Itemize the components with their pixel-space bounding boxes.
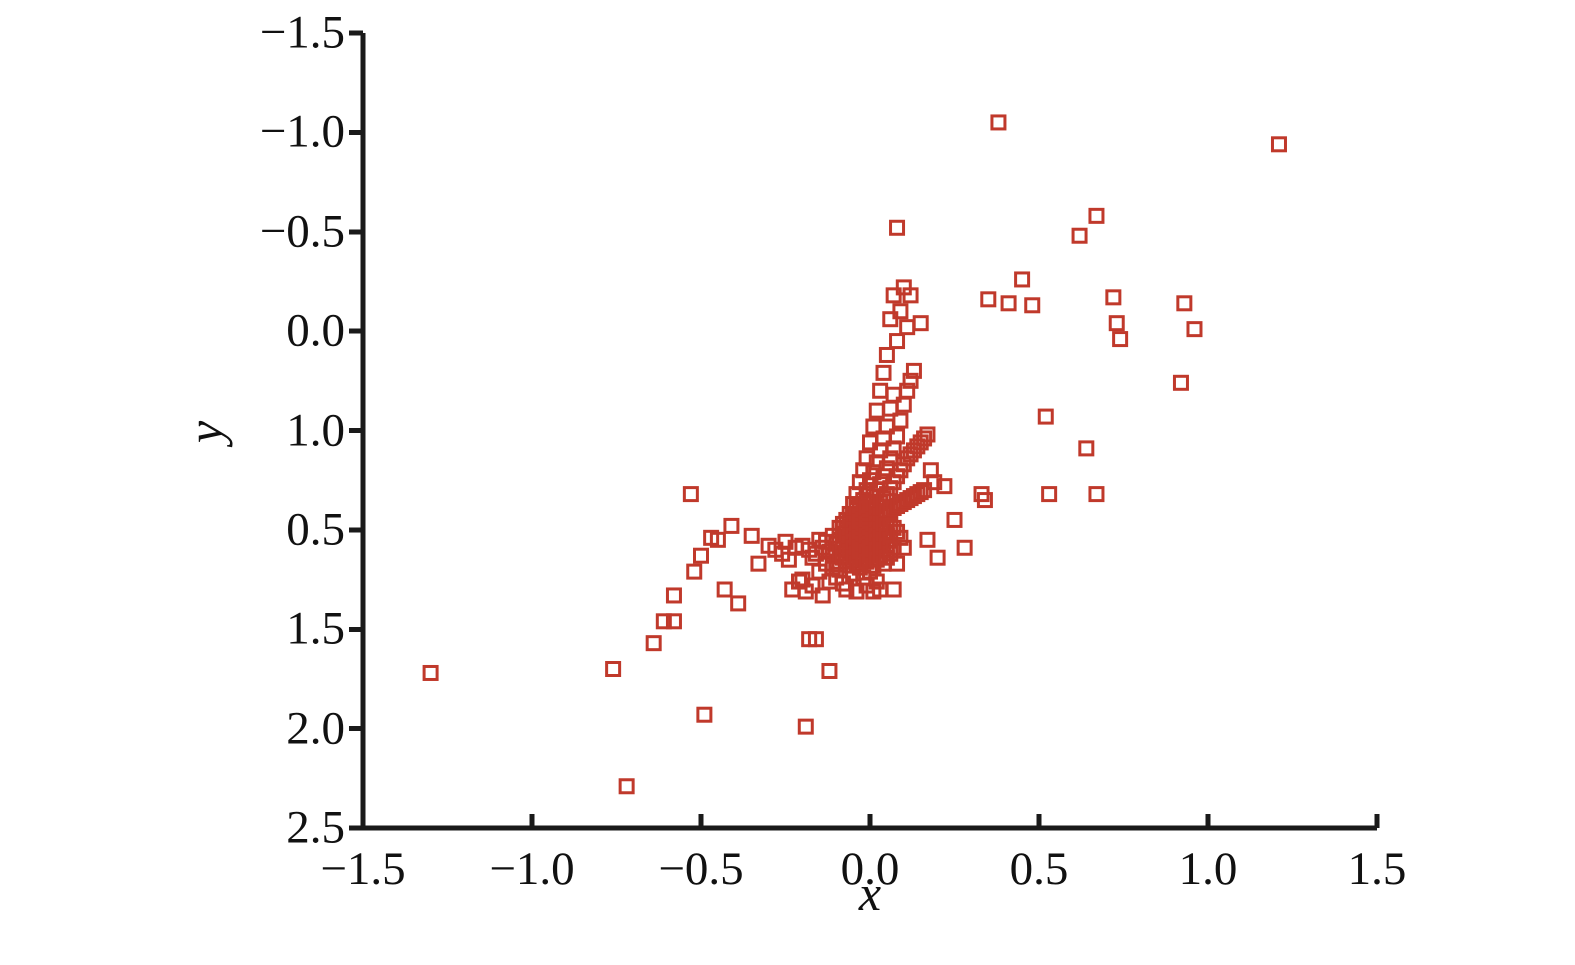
data-point-marker [1112, 331, 1129, 348]
data-point-marker [875, 364, 892, 381]
x-tick-label: 1.0 [1178, 843, 1238, 895]
data-point-marker [645, 635, 662, 652]
data-point-marker [919, 531, 936, 548]
data-point-marker [905, 362, 922, 379]
data-point-marker [693, 547, 709, 564]
data-point-marker [838, 581, 855, 598]
x-tick-label: −0.5 [658, 843, 744, 895]
data-point-marker [926, 474, 943, 491]
data-point-marker [872, 382, 889, 399]
data-point-marker [916, 430, 933, 447]
data-point-marker [889, 333, 906, 350]
data-point-marker [1172, 374, 1189, 391]
data-point-marker [889, 428, 906, 445]
data-point-marker [912, 484, 929, 501]
axis-lines [349, 30, 1380, 831]
data-point-marker [665, 613, 682, 630]
x-tick-label: −1.0 [489, 843, 575, 895]
y-axis-tick-labels: −1.5 −1.0 −0.5 0.0 1.0 0.5 1.5 2.0 2.5 [0, 0, 345, 965]
data-point-marker [892, 412, 909, 429]
data-point-marker [878, 346, 895, 363]
data-point-marker [895, 539, 912, 556]
data-point-marker [899, 382, 916, 399]
data-point-marker [889, 555, 906, 572]
x-axis-title: x [858, 865, 882, 921]
data-point-marker [902, 372, 919, 389]
data-point-marker [730, 595, 747, 612]
y-tick-label: 1.5 [286, 602, 345, 655]
data-point-marker [1037, 408, 1054, 425]
data-point-marker [1078, 440, 1095, 457]
data-point-marker [1071, 227, 1088, 244]
data-point-marker [655, 613, 672, 630]
data-point-marker [1000, 295, 1017, 312]
data-point-marker [682, 486, 699, 503]
data-point-marker [912, 315, 929, 332]
series-observations [422, 114, 1287, 795]
data-point-marker [1186, 321, 1203, 338]
y-tick-label: −1.5 [259, 6, 345, 59]
data-point-marker [902, 287, 919, 304]
data-point-marker [946, 511, 963, 528]
y-tick-label: 2.0 [286, 702, 345, 755]
plot-area [349, 30, 1380, 831]
data-point-marker [936, 478, 953, 495]
data-point-marker [990, 114, 1007, 131]
data-point-marker [422, 664, 439, 681]
data-point-marker [892, 303, 909, 320]
data-point-marker [885, 581, 902, 598]
data-point-marker [750, 555, 767, 572]
data-point-marker [618, 778, 635, 795]
y-axis-title: y [177, 420, 233, 444]
data-point-marker [716, 581, 733, 598]
y-tick-label: 0.0 [286, 304, 345, 357]
data-point-marker [1176, 295, 1193, 312]
data-point-marker [723, 517, 740, 534]
data-point-marker [1024, 297, 1041, 314]
data-point-marker [892, 529, 909, 546]
data-point-marker [1014, 271, 1031, 288]
y-tick-label: −0.5 [259, 205, 345, 258]
x-tick-label: 0.0 [840, 843, 900, 895]
data-point-marker [976, 492, 993, 509]
y-tick-label: 2.5 [286, 801, 345, 854]
y-tick-label: 1.0 [286, 404, 345, 456]
data-point-marker [980, 291, 997, 308]
x-tick-label: 1.5 [1347, 843, 1407, 895]
data-point-marker [899, 319, 916, 336]
data-point-marker [1270, 136, 1287, 153]
data-point-marker [686, 563, 703, 580]
data-point-marker [956, 539, 973, 556]
y-tick-label: −1.0 [259, 105, 345, 158]
data-point-marker [1088, 207, 1105, 224]
data-point-marker [889, 219, 906, 236]
data-point-marker [709, 531, 726, 548]
data-point-marker [807, 631, 824, 648]
data-point-marker [1108, 315, 1125, 332]
data-point-marker [605, 661, 622, 677]
data-point-marker [1088, 486, 1105, 503]
data-point-marker [743, 527, 760, 544]
x-tick-label: −1.5 [320, 843, 406, 895]
x-tick-label: 0.5 [1009, 843, 1069, 895]
data-point-marker [696, 706, 713, 723]
data-point-marker [797, 718, 814, 735]
data-point-marker [929, 549, 946, 566]
data-point-marker [821, 662, 838, 679]
data-point-marker [665, 587, 682, 604]
y-tick-label: 0.5 [286, 503, 345, 556]
data-point-marker [868, 402, 885, 419]
data-point-marker [919, 426, 936, 443]
data-point-marker [1105, 289, 1122, 306]
data-point-marker [1041, 486, 1058, 503]
data-point-layer [422, 114, 1287, 795]
